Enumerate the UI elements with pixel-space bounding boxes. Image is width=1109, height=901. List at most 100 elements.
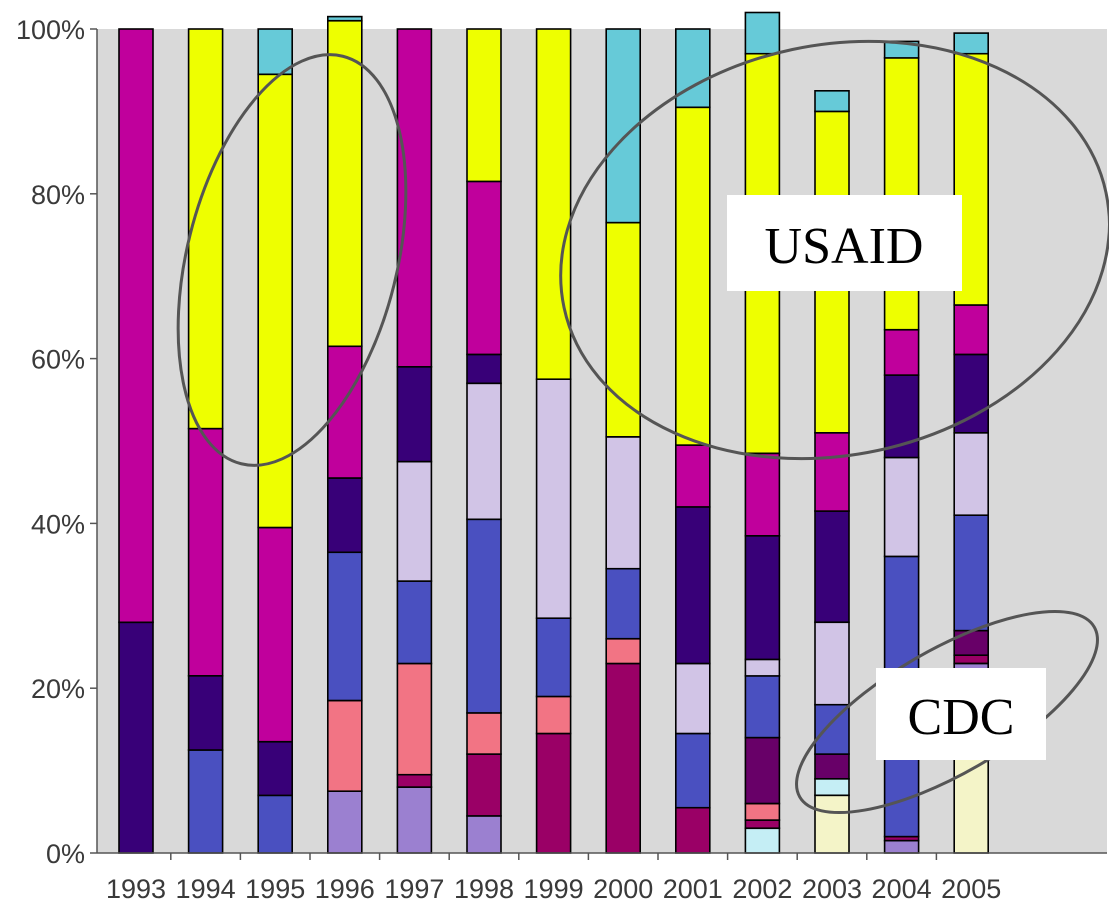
bar-segment bbox=[674, 444, 711, 508]
y-tick-label: 0% bbox=[46, 839, 85, 869]
x-tick-label: 2005 bbox=[941, 874, 1001, 901]
bar-segment bbox=[535, 732, 572, 854]
bar-segment bbox=[466, 753, 502, 817]
bar-segment bbox=[744, 736, 781, 805]
bar-segment bbox=[953, 514, 990, 632]
bar-segment bbox=[814, 794, 850, 854]
bar-segment bbox=[953, 32, 990, 55]
bar-segment bbox=[744, 452, 781, 537]
usaid-ellipse bbox=[559, 39, 1109, 461]
bar-segment bbox=[326, 551, 363, 702]
x-tick-label: 1999 bbox=[524, 874, 584, 901]
bar-segment bbox=[326, 477, 363, 554]
x-tick-label: 2000 bbox=[593, 874, 653, 901]
bar-segment bbox=[814, 510, 850, 623]
bar-segment bbox=[814, 90, 850, 113]
bar-segment bbox=[326, 345, 363, 479]
bar-segment bbox=[814, 431, 850, 512]
x-tick-label: 1995 bbox=[245, 874, 305, 901]
y-tick-label: 80% bbox=[31, 180, 85, 210]
bar-segment bbox=[187, 674, 224, 751]
bar-segment bbox=[953, 654, 990, 665]
bar-segment bbox=[744, 11, 781, 55]
x-tick-label: 2003 bbox=[802, 874, 862, 901]
bar-segment bbox=[744, 802, 781, 821]
bar-segment bbox=[396, 28, 433, 368]
annotations-group: USAID CDC bbox=[176, 39, 1109, 815]
bar-segment bbox=[396, 773, 433, 788]
x-tick-label: 2002 bbox=[732, 874, 792, 901]
bar-segment bbox=[605, 221, 642, 438]
usaid-label: USAID bbox=[765, 218, 924, 275]
ellipse-1994-1996 bbox=[176, 53, 408, 467]
cdc-label-box bbox=[876, 668, 1046, 760]
bar-segment bbox=[883, 328, 920, 376]
bar-segment bbox=[605, 567, 642, 640]
bar-segment bbox=[883, 456, 920, 558]
bar-segment bbox=[257, 794, 294, 854]
bar-segment bbox=[953, 629, 990, 657]
y-ticks-group: 0% 20% 40% 60% 80% 100% bbox=[16, 15, 97, 869]
bar-segment bbox=[466, 353, 502, 385]
bar-segment bbox=[883, 40, 920, 59]
bar-segment bbox=[814, 753, 850, 780]
bar-segment bbox=[466, 180, 502, 356]
x-tick-label: 1994 bbox=[176, 874, 236, 901]
bar-segment bbox=[814, 777, 850, 797]
bar-segment bbox=[744, 658, 781, 677]
x-tick-label: 1993 bbox=[106, 874, 166, 901]
bar-segment bbox=[674, 662, 711, 735]
bar-segment bbox=[118, 621, 154, 854]
bars-group bbox=[118, 11, 990, 854]
bar-segment bbox=[118, 28, 154, 624]
bar-segment bbox=[326, 699, 363, 792]
bar-segment bbox=[814, 621, 850, 706]
bar-segment bbox=[187, 28, 224, 430]
bar-segment bbox=[674, 106, 711, 446]
bar-segment bbox=[466, 518, 502, 714]
bar-segment bbox=[466, 712, 502, 755]
bar-segment bbox=[466, 28, 502, 183]
y-tick-label: 40% bbox=[31, 509, 85, 539]
bar-segment bbox=[535, 695, 572, 735]
x-tick-label: 1998 bbox=[454, 874, 514, 901]
bar-segment bbox=[187, 749, 224, 854]
bar-segment bbox=[744, 819, 781, 829]
cdc-ellipse bbox=[795, 609, 1099, 815]
bar-segment bbox=[605, 436, 642, 570]
bar-segment bbox=[674, 28, 711, 109]
y-tick-label: 60% bbox=[31, 345, 85, 375]
bar-segment bbox=[326, 15, 363, 22]
x-ticks-group: 1993 1994 1995 1996 1997 1998 1999 2000 2001 2002… bbox=[106, 853, 1001, 901]
bar-segment bbox=[535, 28, 572, 381]
x-tick-label: 2001 bbox=[663, 874, 723, 901]
bar-segment bbox=[883, 839, 920, 854]
bar-segment bbox=[605, 637, 642, 665]
x-tick-label: 2004 bbox=[872, 874, 932, 901]
bar-segment bbox=[257, 526, 294, 743]
x-tick-label: 1996 bbox=[315, 874, 375, 901]
bar-segment bbox=[744, 827, 781, 854]
bar-segment bbox=[257, 740, 294, 797]
bar-segment bbox=[674, 506, 711, 665]
bar-segment bbox=[535, 378, 572, 620]
x-tick-label: 1997 bbox=[384, 874, 444, 901]
bar-segment bbox=[396, 580, 433, 665]
axes-group bbox=[96, 29, 1107, 854]
bar-segment bbox=[326, 790, 363, 854]
bar-segment bbox=[396, 662, 433, 776]
bar-segment bbox=[744, 674, 781, 739]
y-tick-label: 20% bbox=[31, 674, 85, 704]
bar-segment bbox=[257, 73, 294, 529]
bar-segment bbox=[396, 460, 433, 582]
bar-segment bbox=[257, 28, 294, 76]
bar-segment bbox=[744, 534, 781, 661]
bar-segment bbox=[396, 786, 433, 854]
bar-segment bbox=[535, 617, 572, 698]
bar-segment bbox=[605, 662, 642, 854]
bar-segment bbox=[674, 732, 711, 809]
usaid-label-box bbox=[727, 195, 962, 291]
bar-segment bbox=[396, 365, 433, 463]
cdc-label: CDC bbox=[908, 689, 1015, 746]
